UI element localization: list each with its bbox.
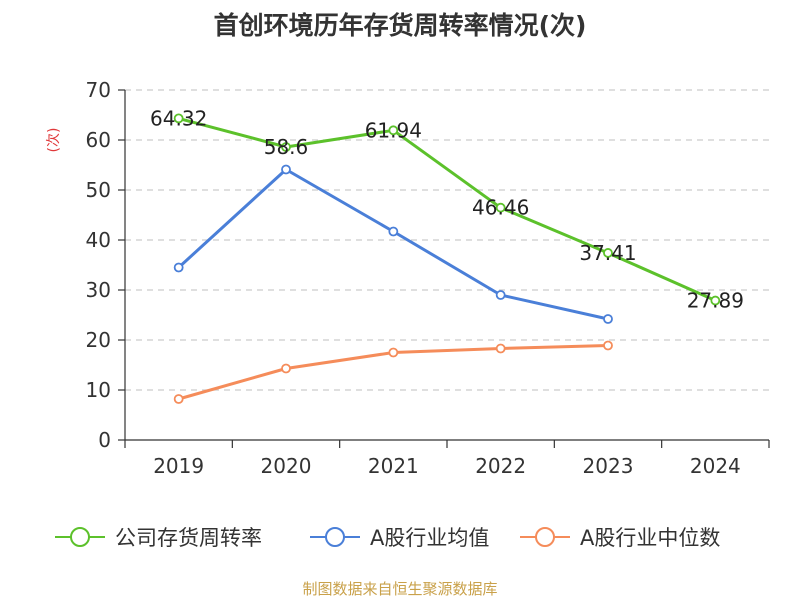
legend: 公司存货周转率 A股行业均值 A股行业中位数	[55, 526, 720, 550]
grid-lines	[125, 89, 769, 391]
data-point	[603, 248, 613, 258]
legend-swatch-marker	[70, 527, 90, 547]
series	[173, 113, 721, 404]
data-label: 37.41	[579, 241, 636, 265]
y-tick-label: 40	[86, 228, 111, 252]
data-label: 64.32	[150, 106, 207, 130]
x-tick-label: 2024	[690, 454, 741, 478]
data-point	[603, 340, 613, 351]
data-point	[173, 113, 184, 124]
y-tick-label: 0	[98, 428, 111, 452]
data-point	[495, 343, 506, 354]
data-point	[173, 262, 184, 273]
data-label: 58.6	[264, 135, 309, 159]
y-tick-label: 20	[86, 328, 111, 352]
x-tick-label: 2020	[261, 454, 312, 478]
y-tick-label: 10	[86, 378, 111, 402]
legend-label: A股行业中位数	[580, 526, 720, 550]
series-line	[177, 168, 609, 321]
y-tick-label: 50	[86, 178, 111, 202]
source-footer: 制图数据来自恒生聚源数据库	[302, 580, 498, 598]
axes: 0 10 20 30 40 50 60 70 2019 2020 2021 2022 2023 2024 (…	[46, 78, 770, 478]
x-tick-label: 2021	[368, 454, 419, 478]
data-label: 46.46	[472, 196, 529, 220]
y-tick-label: 70	[86, 78, 111, 102]
data-point	[388, 125, 399, 136]
legend-label: 公司存货周转率	[115, 526, 262, 550]
x-tick-label: 2023	[583, 454, 634, 478]
data-point	[388, 347, 399, 358]
legend-label: A股行业均值	[370, 526, 489, 550]
data-point	[495, 290, 506, 300]
data-point	[173, 394, 184, 404]
legend-swatch-marker	[535, 527, 555, 547]
data-point	[388, 226, 399, 237]
data-labels: 64.32 58.6 61.94 46.46 37.41 27.89	[150, 106, 744, 312]
data-point	[603, 314, 613, 324]
y-tick-label: 60	[86, 128, 111, 152]
data-point	[281, 142, 291, 152]
chart-title: 首创环境历年存货周转率情况(次)	[213, 11, 587, 40]
x-tick-label: 2019	[153, 454, 204, 478]
data-label: 27.89	[687, 289, 744, 313]
data-point	[281, 164, 291, 175]
legend-swatch-marker	[325, 527, 345, 547]
x-tick-label: 2022	[475, 454, 526, 478]
data-label: 61.94	[365, 118, 422, 142]
data-point	[710, 295, 721, 306]
data-point	[281, 363, 291, 374]
y-axis-label: (次)	[46, 128, 62, 153]
data-point	[495, 202, 506, 213]
series-line	[178, 116, 716, 302]
y-tick-label: 30	[86, 278, 111, 302]
